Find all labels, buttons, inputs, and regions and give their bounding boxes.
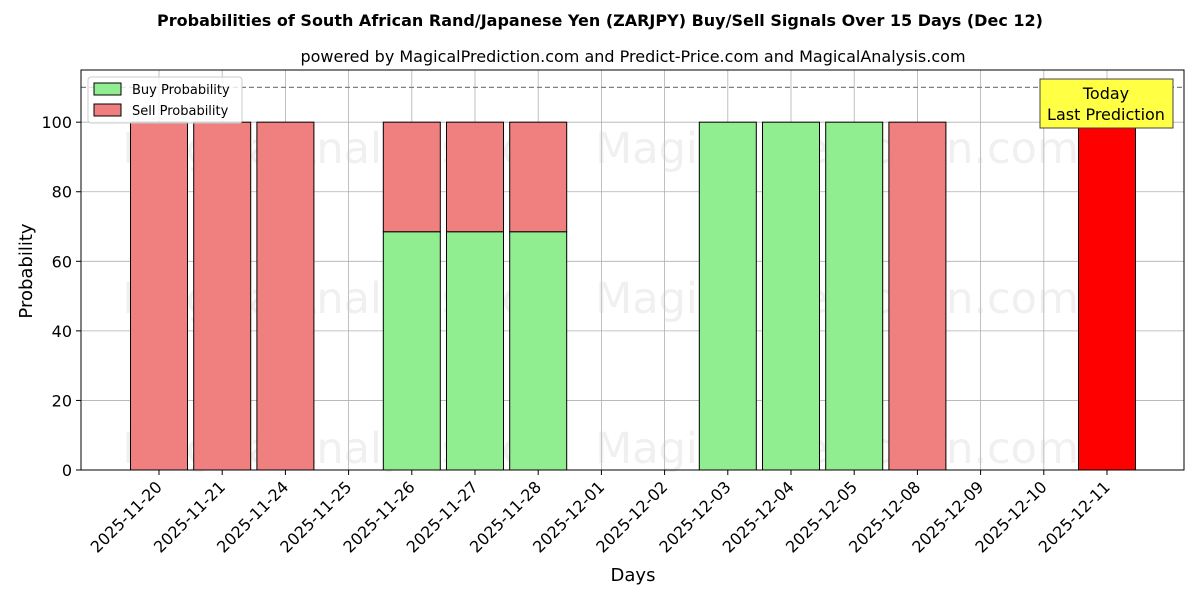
x-axis-label: Days	[611, 565, 656, 586]
bar-buy	[762, 121, 820, 471]
legend-label: Buy Probability	[132, 83, 230, 98]
legend-swatch	[93, 82, 122, 96]
bar-sell	[256, 121, 315, 471]
bar-buy	[509, 231, 568, 471]
bar-buy	[825, 121, 884, 471]
annotation-box	[1039, 78, 1174, 129]
legend-label: Sell Probability	[132, 104, 229, 119]
y-tick-label: 0	[62, 461, 72, 480]
annotation-text: Today	[1082, 84, 1129, 103]
legend-box	[87, 76, 243, 124]
chart-title: Probabilities of South African Rand/Japa…	[157, 11, 1043, 30]
y-tick-label: 100	[41, 113, 72, 132]
bar-buy	[446, 231, 504, 471]
y-tick-label: 60	[52, 252, 72, 271]
legend: Buy Probability Sell Probability	[87, 76, 243, 124]
y-axis: 0 20 40 60 80 100	[41, 113, 81, 480]
y-tick-label: 40	[52, 322, 72, 341]
chart-subtitle: powered by MagicalPrediction.com and Pre…	[300, 47, 965, 66]
bar-sell	[193, 121, 252, 471]
legend-swatch	[93, 103, 122, 117]
bar-buy	[382, 231, 441, 471]
y-tick-label: 80	[52, 183, 72, 202]
bar-sell	[130, 121, 188, 471]
y-axis-label: Probability	[16, 223, 37, 318]
bar-buy	[698, 121, 757, 471]
x-axis: 2025-11-202025-11-212025-11-242025-11-25…	[87, 470, 1114, 557]
plot-frame	[80, 69, 1185, 471]
bar-sell	[509, 121, 568, 233]
bar-sell	[382, 121, 441, 233]
bar-sell	[446, 121, 504, 233]
bar-sell-highlight	[1078, 121, 1136, 471]
bar-sell	[888, 121, 947, 471]
y-tick-label: 20	[52, 391, 72, 410]
today-annotation: Today Last Prediction	[1039, 78, 1174, 129]
bars	[130, 121, 1136, 471]
annotation-text: Last Prediction	[1047, 105, 1165, 124]
